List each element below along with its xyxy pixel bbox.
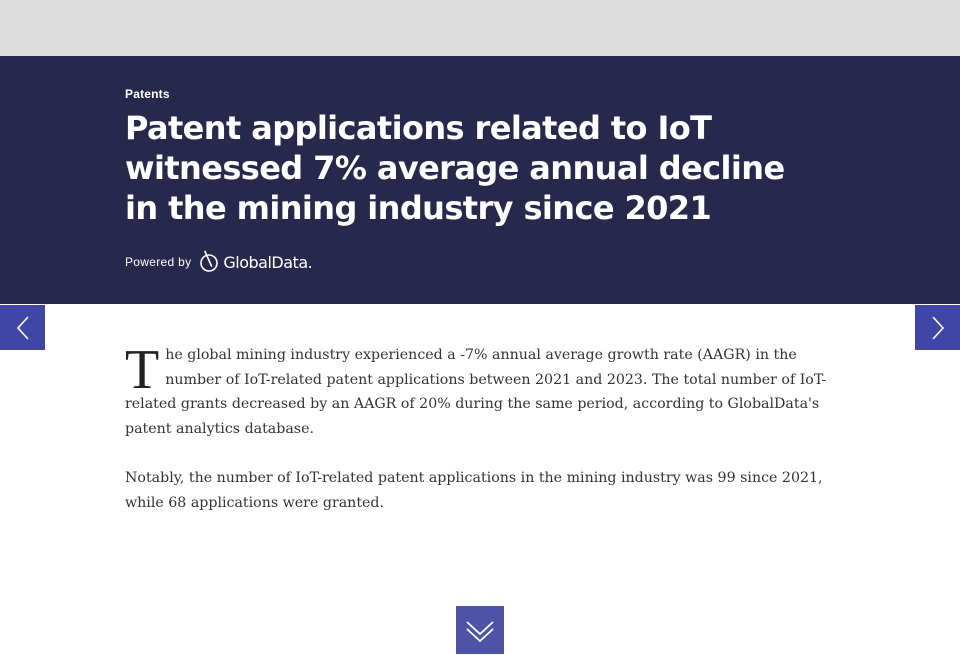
chevron-left-icon: [16, 315, 29, 340]
globaldata-logo[interactable]: GlobalData.: [199, 250, 313, 274]
next-article-button[interactable]: [915, 305, 960, 350]
scroll-down-button[interactable]: [456, 606, 504, 654]
page-title: Patent applications related to IoT witne…: [125, 109, 785, 227]
powered-by: Powered by GlobalData.: [125, 249, 313, 275]
brand-name: GlobalData.: [223, 252, 313, 272]
paragraph-text: he global mining industry experienced a …: [125, 347, 827, 437]
double-chevron-down-icon: [466, 621, 494, 643]
article-header: Patents Patent applications related to I…: [0, 56, 960, 304]
chevron-right-icon: [931, 315, 944, 340]
globaldata-logo-icon: [200, 250, 219, 272]
category-link[interactable]: Patents: [125, 87, 170, 101]
powered-by-label: Powered by: [125, 255, 192, 269]
drop-cap: T: [125, 339, 160, 401]
top-bar: [0, 0, 960, 56]
previous-article-button[interactable]: [0, 305, 45, 350]
article-paragraph: Notably, the number of IoT-related paten…: [125, 470, 823, 511]
